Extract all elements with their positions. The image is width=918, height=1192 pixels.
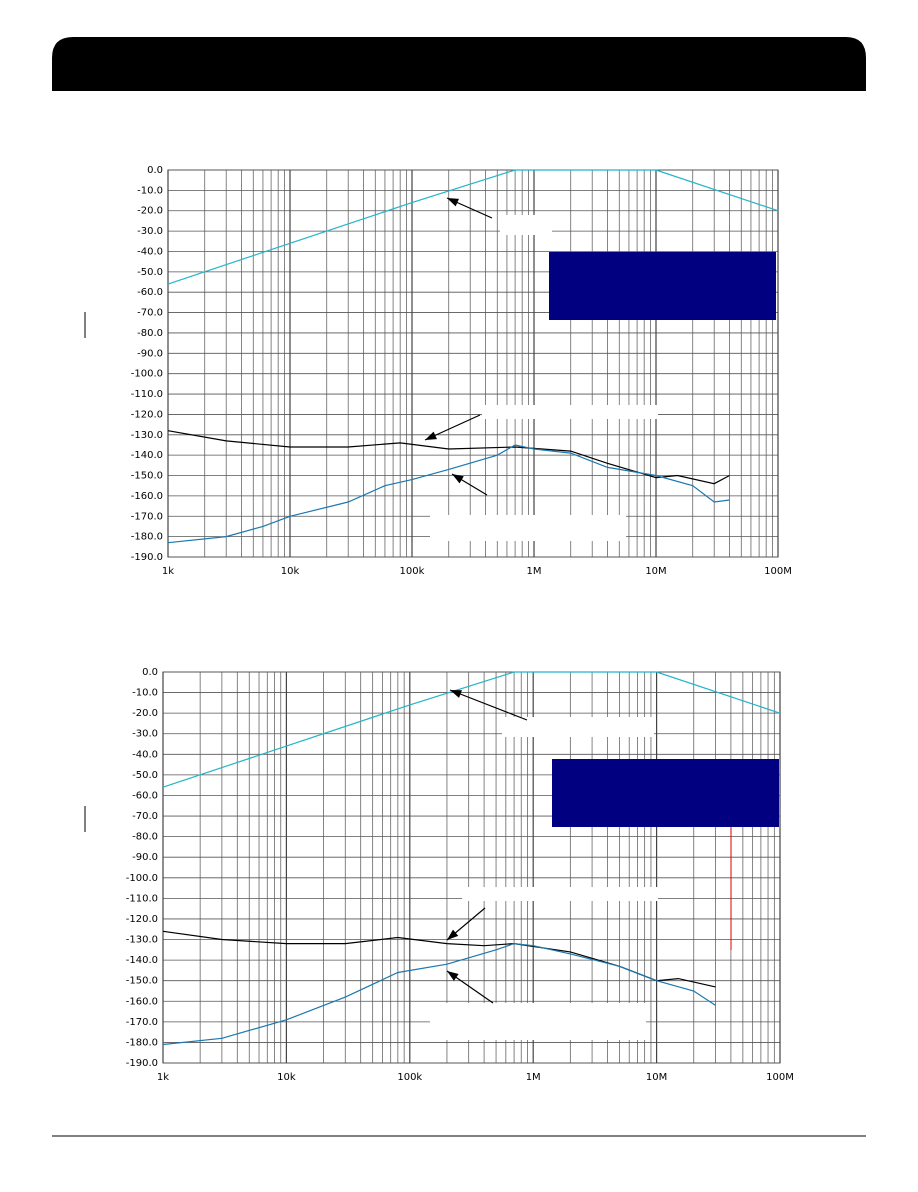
arrow-shaft bbox=[449, 689, 528, 721]
plot-area bbox=[167, 169, 779, 558]
y-tick-label: -170.0 bbox=[131, 511, 163, 522]
arrow-head bbox=[447, 198, 459, 207]
y-tick-label: -140.0 bbox=[126, 955, 158, 966]
label-box bbox=[482, 405, 658, 419]
x-tick-label: 10M bbox=[646, 1072, 667, 1083]
label-box bbox=[430, 515, 626, 541]
x-tick-label: 10k bbox=[281, 566, 300, 577]
y-tick-label: -20.0 bbox=[137, 206, 163, 217]
y-tick-label: -90.0 bbox=[132, 852, 158, 863]
arrow-head bbox=[447, 971, 459, 981]
x-tick-label: 1M bbox=[527, 566, 542, 577]
x-tick-label: 100k bbox=[397, 1072, 422, 1083]
y-tick-label: -170.0 bbox=[126, 1017, 158, 1028]
x-tick-label: 1k bbox=[162, 566, 174, 577]
x-tick-label: 10k bbox=[277, 1072, 296, 1083]
y-tick-label: -50.0 bbox=[132, 770, 158, 781]
y-tick-label: -110.0 bbox=[126, 893, 158, 904]
x-tick-label: 1M bbox=[526, 1072, 541, 1083]
x-tick-label: 100M bbox=[764, 566, 792, 577]
y-tick-label: -80.0 bbox=[137, 328, 163, 339]
label-box bbox=[430, 1003, 646, 1040]
y-tick-label: -50.0 bbox=[137, 267, 163, 278]
y-tick-label: -160.0 bbox=[131, 491, 163, 502]
x-tick-label: 100k bbox=[400, 566, 425, 577]
series-line bbox=[167, 169, 779, 285]
arrow-head bbox=[452, 474, 464, 484]
y-tick-label: -120.0 bbox=[126, 914, 158, 925]
legend-box bbox=[552, 759, 779, 827]
arrow-head bbox=[447, 929, 459, 940]
arrow-head bbox=[450, 690, 462, 698]
y-tick-label: -90.0 bbox=[137, 348, 163, 359]
y-tick-label: -190.0 bbox=[131, 552, 163, 563]
arrow-head bbox=[425, 431, 437, 440]
x-tick-label: 1k bbox=[157, 1072, 169, 1083]
y-tick-label: -60.0 bbox=[137, 287, 163, 298]
series-line bbox=[162, 942, 716, 1046]
y-tick-label: -110.0 bbox=[131, 389, 163, 400]
series-line bbox=[167, 430, 730, 485]
legend-box bbox=[549, 252, 776, 320]
label-box bbox=[462, 887, 658, 901]
x-tick-label: 100M bbox=[766, 1072, 794, 1083]
y-tick-label: -120.0 bbox=[131, 409, 163, 420]
y-tick-label: -80.0 bbox=[132, 832, 158, 843]
y-tick-label: -20.0 bbox=[132, 708, 158, 719]
y-tick-label: -70.0 bbox=[132, 811, 158, 822]
y-tick-label: 0.0 bbox=[142, 667, 158, 678]
plot-area bbox=[162, 671, 781, 1064]
y-tick-label: -30.0 bbox=[137, 226, 163, 237]
y-tick-label: -30.0 bbox=[132, 729, 158, 740]
series-line bbox=[162, 671, 781, 788]
y-tick-label: -130.0 bbox=[131, 430, 163, 441]
y-tick-label: -10.0 bbox=[132, 688, 158, 699]
y-tick-label: -190.0 bbox=[126, 1058, 158, 1069]
series-line bbox=[167, 444, 730, 544]
header-bar bbox=[52, 37, 866, 91]
y-tick-label: -60.0 bbox=[132, 790, 158, 801]
x-tick-label: 10M bbox=[645, 566, 666, 577]
label-box bbox=[500, 215, 552, 235]
y-tick-label: -40.0 bbox=[132, 749, 158, 760]
y-tick-label: -10.0 bbox=[137, 185, 163, 196]
y-tick-label: -140.0 bbox=[131, 450, 163, 461]
y-tick-label: -100.0 bbox=[126, 873, 158, 884]
y-tick-label: -150.0 bbox=[131, 471, 163, 482]
y-tick-label: -130.0 bbox=[126, 935, 158, 946]
y-tick-label: -180.0 bbox=[131, 532, 163, 543]
y-tick-label: -100.0 bbox=[131, 369, 163, 380]
y-tick-label: -160.0 bbox=[126, 996, 158, 1007]
y-tick-label: -150.0 bbox=[126, 976, 158, 987]
label-box bbox=[502, 717, 654, 737]
y-tick-label: -180.0 bbox=[126, 1037, 158, 1048]
y-tick-label: 0.0 bbox=[147, 165, 163, 176]
y-tick-label: -70.0 bbox=[137, 308, 163, 319]
y-tick-label: -40.0 bbox=[137, 246, 163, 257]
